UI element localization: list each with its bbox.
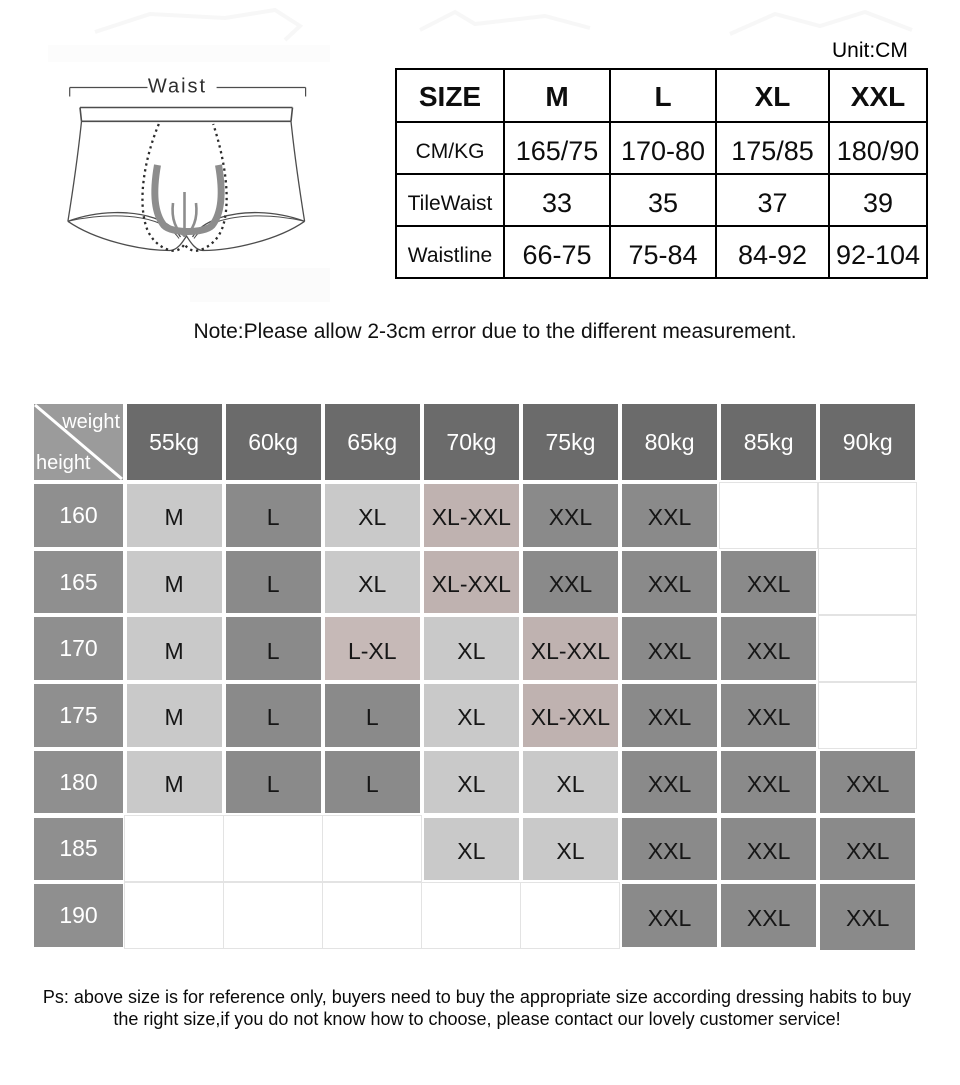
svg-text:Waist: Waist — [148, 76, 207, 98]
